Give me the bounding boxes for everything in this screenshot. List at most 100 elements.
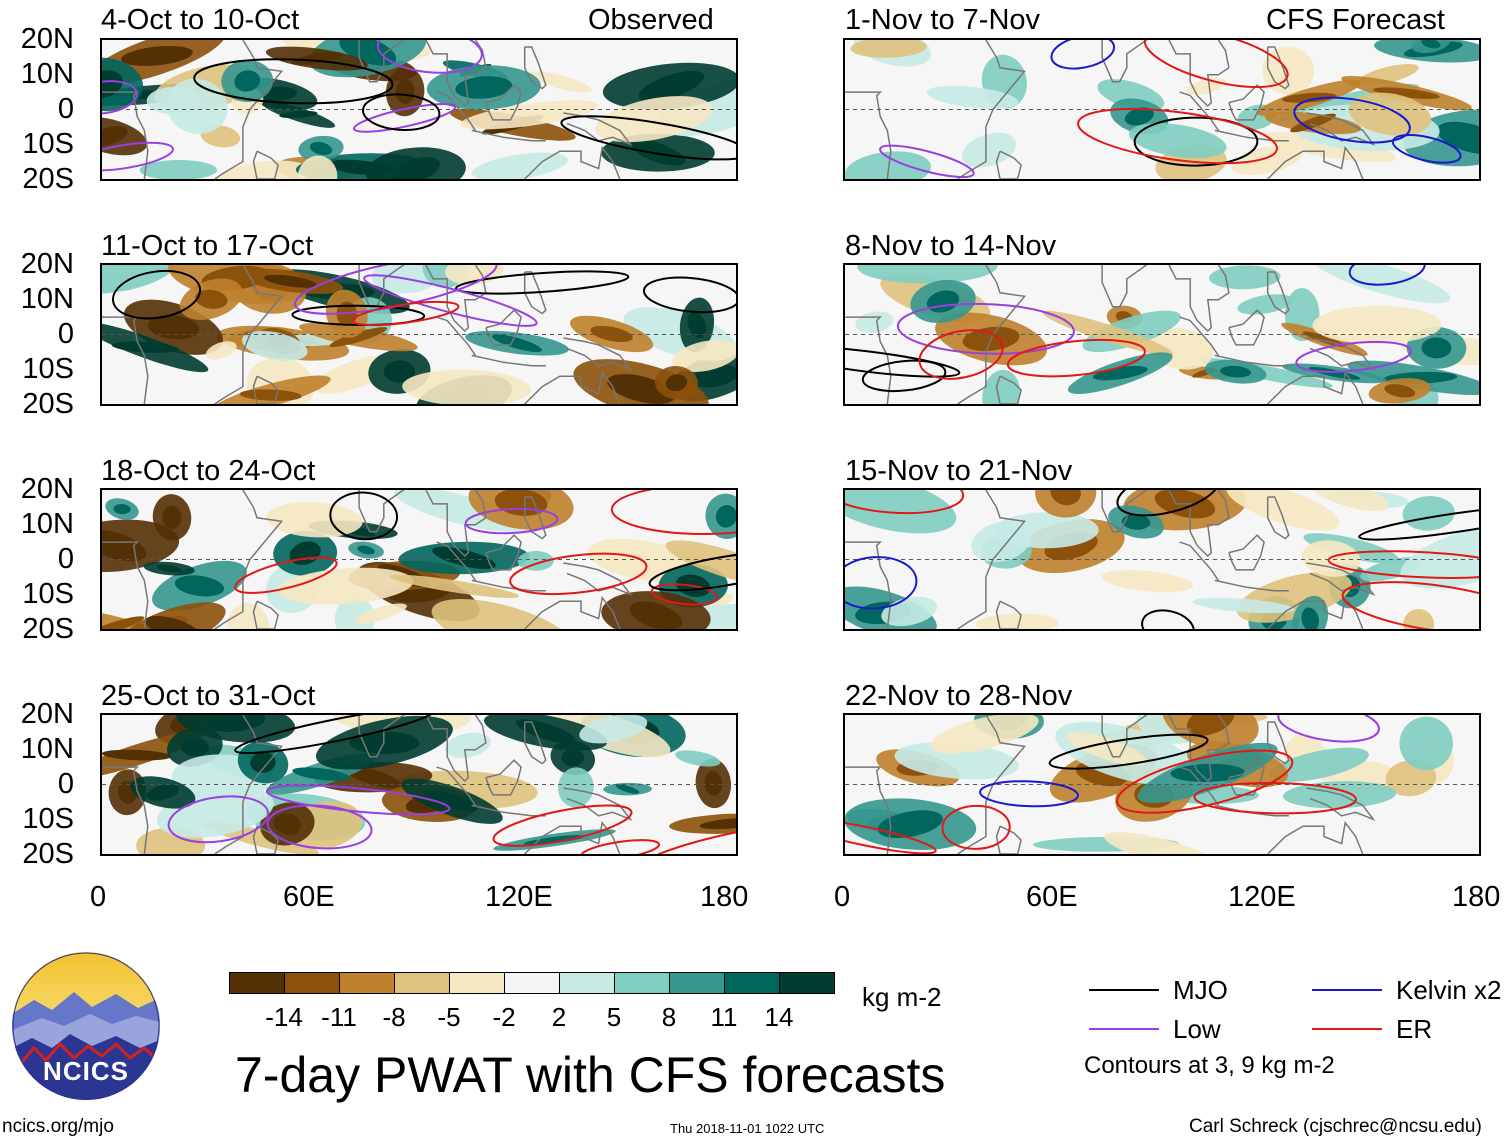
wave-contour: [193, 58, 394, 105]
pwat-anomaly-blob: [1348, 92, 1432, 136]
y-tick-label: 10N: [20, 58, 74, 90]
pwat-anomaly-blob: [354, 603, 407, 624]
wave-contour: [111, 269, 202, 320]
colorbar-label: -5: [437, 1002, 461, 1032]
y-tick-label: 20S: [22, 163, 74, 195]
coastline: [1101, 40, 1148, 83]
pwat-anomaly-core: [273, 813, 301, 835]
wave-contour: [1133, 116, 1259, 167]
pwat-anomaly-blob: [1101, 570, 1194, 593]
map-panel-obs-3: [100, 488, 738, 631]
pwat-anomaly-core: [102, 126, 128, 147]
colorbar-swatch: [504, 972, 560, 994]
pwat-anomaly-core: [1186, 715, 1235, 736]
pwat-anomaly-blob: [857, 265, 998, 284]
coastline: [957, 265, 1027, 404]
pwat-anomaly-blob: [215, 160, 311, 179]
pwat-anomaly-core: [1050, 490, 1081, 506]
colorbar-units: kg m-2: [862, 982, 942, 1012]
pwat-anomaly-core: [1170, 763, 1245, 782]
coastline: [995, 375, 1022, 404]
coastline: [1267, 820, 1364, 854]
pwat-anomaly-core: [687, 311, 707, 339]
wave-contour: [1348, 265, 1426, 286]
pwat-anomaly-blob: [242, 330, 308, 361]
colorbar-label: -2: [492, 1002, 516, 1032]
coastline: [1267, 145, 1364, 179]
wave-contour: [1077, 107, 1278, 165]
coastline: [1214, 129, 1289, 142]
y-tick-label: 20S: [22, 613, 74, 645]
wave-contour: [941, 804, 1011, 850]
pwat-anomaly-blob: [1226, 490, 1340, 531]
coastline: [845, 766, 892, 854]
pwat-anomaly-blob: [1399, 716, 1453, 771]
y-tick-label: 0: [57, 768, 74, 800]
wave-contour: [979, 780, 1079, 808]
coastline: [425, 715, 487, 783]
pwat-anomaly-core: [264, 274, 317, 288]
pwat-anomaly-core: [1220, 365, 1252, 378]
colorbar-swatch: [779, 972, 835, 994]
pwat-anomaly-core: [345, 766, 402, 789]
y-tick-label: 20N: [20, 248, 74, 280]
pwat-anomaly-core: [250, 752, 276, 773]
coastline: [214, 715, 284, 854]
pwat-anomaly-blob: [402, 369, 531, 404]
pwat-anomaly-blob: [431, 599, 574, 629]
map-panel-fc-4: [843, 713, 1481, 856]
pwat-anomaly-blob: [961, 132, 1017, 168]
map-panel-fc-2: [843, 263, 1481, 406]
x-tick-180-left: 180: [700, 881, 749, 913]
pwat-anomaly-blob: [471, 152, 568, 179]
y-tick-label: 10S: [22, 353, 74, 385]
pwat-anomaly-blob: [517, 551, 554, 571]
pwat-anomaly-core: [146, 784, 180, 801]
pwat-anomaly-core: [455, 76, 513, 99]
pwat-anomaly-core: [147, 315, 200, 340]
wave-contour: [610, 490, 736, 535]
coastline: [995, 600, 1022, 629]
pwat-anomaly-blob: [266, 502, 363, 538]
wave-contour: [266, 804, 373, 850]
coastline: [485, 309, 522, 346]
panel-title-obs-1: 4-Oct to 10-Oct: [101, 4, 300, 36]
colorbar-label: 8: [661, 1002, 677, 1032]
wave-contour: [1327, 550, 1479, 579]
coastline: [1306, 337, 1376, 371]
wave-contour: [1295, 340, 1413, 373]
pwat-anomaly-core: [102, 616, 145, 629]
coastline: [425, 40, 487, 108]
pwat-anomaly-blob: [1103, 831, 1221, 854]
coastline: [214, 265, 284, 404]
pwat-anomaly-core: [515, 719, 576, 744]
wave-contour: [454, 270, 630, 295]
footer-url[interactable]: ncics.org/mjo: [2, 1116, 114, 1137]
coastline: [102, 766, 149, 854]
timestamp: Thu 2018-11-01 1022 UTC: [670, 1121, 825, 1136]
wave-contour: [1277, 715, 1380, 743]
coastline: [1168, 715, 1230, 783]
coastline: [1214, 354, 1289, 367]
pwat-anomaly-blob: [982, 369, 1021, 404]
pwat-anomaly-blob: [595, 96, 713, 143]
coastline: [485, 759, 522, 796]
coastline: [563, 337, 633, 371]
y-tick-label: 10N: [20, 283, 74, 315]
coastline: [436, 541, 477, 581]
wave-contour: [1116, 490, 1221, 517]
colorbar-swatch: [614, 972, 670, 994]
wave-contour: [464, 507, 559, 535]
wave-contour: [362, 93, 441, 131]
y-tick-label: 10S: [22, 578, 74, 610]
pwat-anomaly-core: [234, 70, 261, 92]
x-tick-60e-right: 60E: [1026, 881, 1078, 913]
panel-title-fc-3: 15-Nov to 21-Nov: [845, 455, 1073, 487]
wave-contour: [351, 300, 460, 327]
coastline: [563, 787, 633, 821]
wave-contour: [896, 302, 1075, 355]
pwat-anomaly-core: [102, 530, 147, 562]
coastline: [1266, 721, 1290, 765]
wave-contour: [102, 80, 138, 115]
coastline: [1168, 490, 1230, 558]
